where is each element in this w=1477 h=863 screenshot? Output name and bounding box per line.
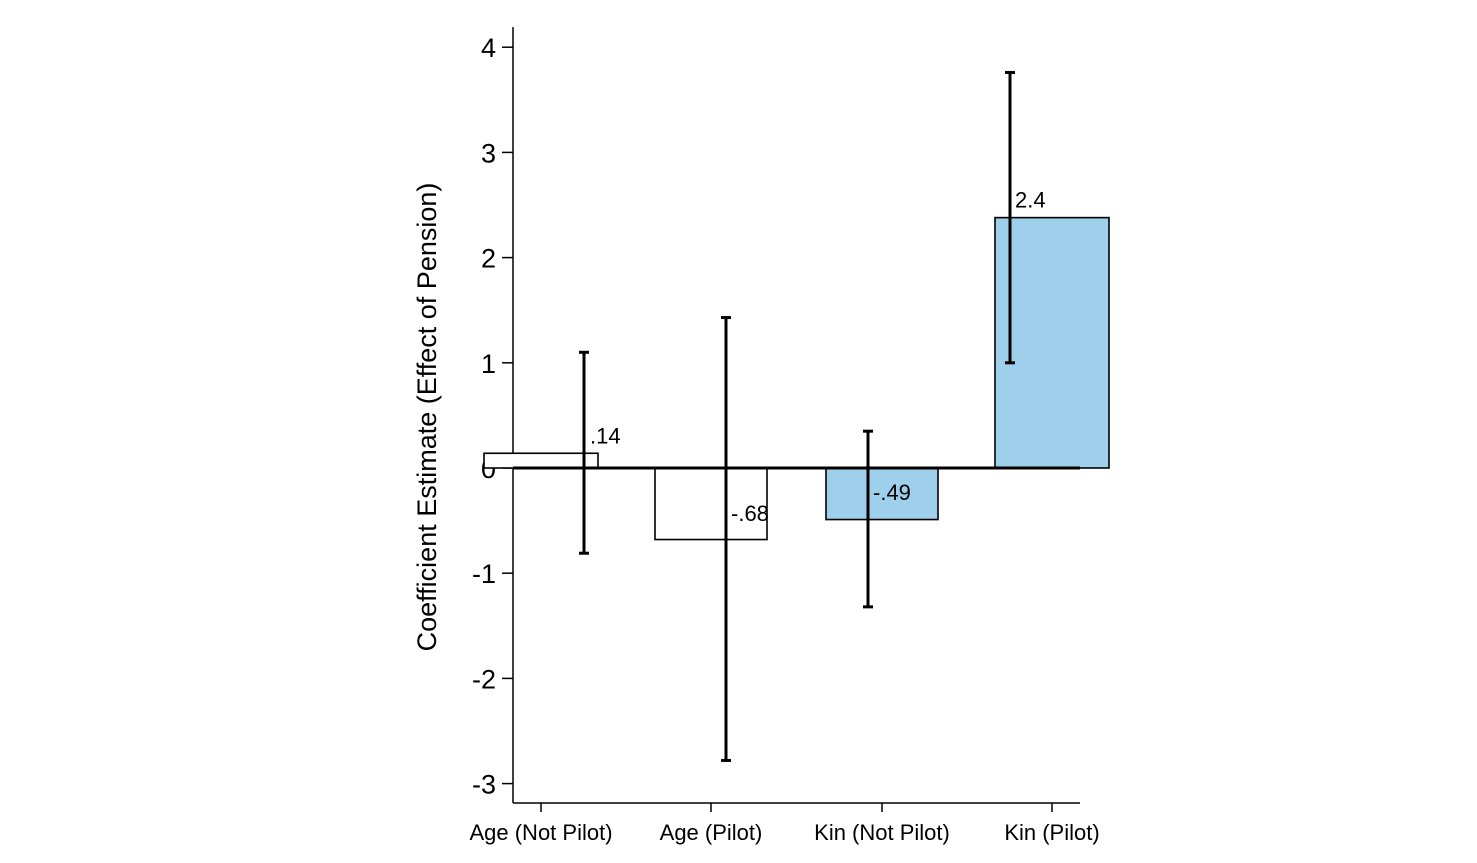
data-label: -.68 xyxy=(731,501,769,526)
y-tick-label: 3 xyxy=(481,138,496,168)
bar xyxy=(483,452,599,469)
bar xyxy=(654,467,768,541)
x-tick-label: Age (Pilot) xyxy=(660,820,763,845)
y-axis-title: Coefficient Estimate (Effect of Pension) xyxy=(412,183,442,652)
error-bars xyxy=(579,70,1015,762)
x-tick-label: Age (Not Pilot) xyxy=(469,820,612,845)
bar xyxy=(825,467,939,521)
value-labels: .14 -.68 -.49 2.4 xyxy=(590,188,1046,526)
y-tick-label: -1 xyxy=(472,559,496,589)
bars xyxy=(483,216,1110,541)
data-label: -.49 xyxy=(873,480,911,505)
x-tick-label: Kin (Pilot) xyxy=(1004,820,1099,845)
y-tick-label: -3 xyxy=(472,770,496,800)
y-tick-label: 1 xyxy=(481,349,496,379)
y-tick-label: -2 xyxy=(472,664,496,694)
bar xyxy=(994,216,1110,469)
data-label: 2.4 xyxy=(1015,188,1046,213)
y-tick-label: 4 xyxy=(481,33,496,63)
data-label: .14 xyxy=(590,423,621,448)
x-tick-label: Kin (Not Pilot) xyxy=(814,820,950,845)
y-tick-label: 2 xyxy=(481,244,496,274)
